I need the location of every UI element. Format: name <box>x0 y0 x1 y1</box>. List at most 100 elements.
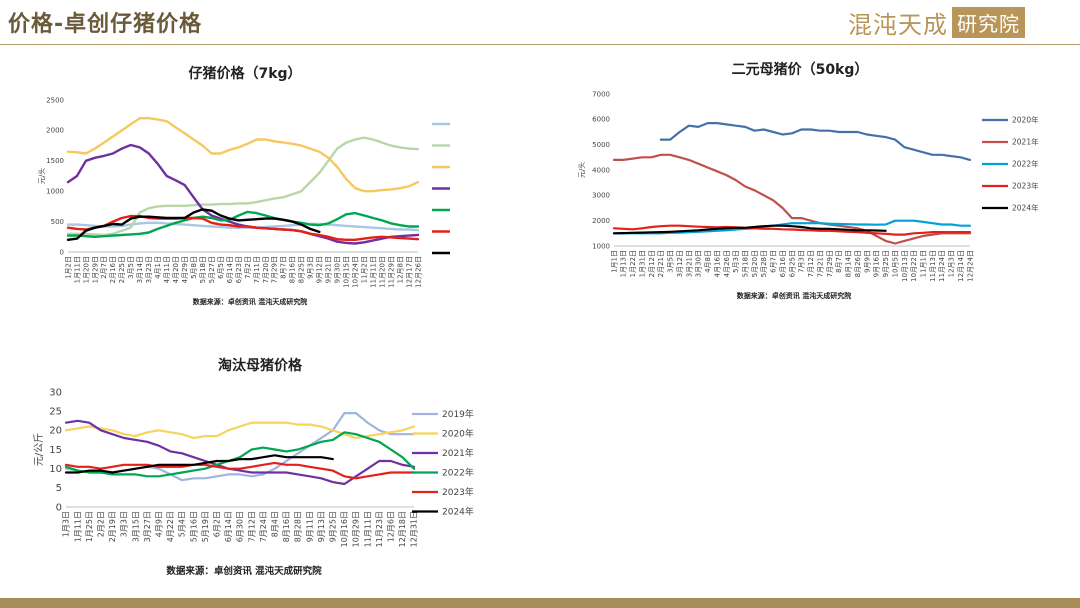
x-tick-label: 11月2日 <box>360 256 368 283</box>
x-tick-label: 3月23日 <box>145 256 153 283</box>
legend-label: 2019年 <box>442 408 474 420</box>
x-tick-label: 3月27日 <box>143 511 152 542</box>
x-tick-label: 5月18日 <box>199 256 207 283</box>
x-tick-label: 4月11日 <box>163 256 171 283</box>
y-tick-label: 2000 <box>46 127 64 135</box>
x-tick-label: 5月4日 <box>178 511 187 537</box>
x-tick-label: 5月20日 <box>751 250 759 277</box>
x-tick-label: 8月16日 <box>282 511 291 542</box>
x-tick-label: 7月3日 <box>798 250 806 273</box>
legend-label: 2024年 <box>442 506 474 518</box>
x-tick-label: 1月31日 <box>638 250 646 277</box>
data-source-note: 数据来源：卓创资讯 混沌天成研究院 <box>165 565 322 577</box>
header-divider <box>0 44 1080 45</box>
x-tick-label: 3月5日 <box>127 256 135 279</box>
x-tick-label: 4月8日 <box>704 250 712 273</box>
x-tick-label: 8月4日 <box>270 511 279 537</box>
y-tick-label: 2500 <box>46 96 64 104</box>
cull-sow-price-chart: 淘汰母猪价格 元/公斤 0 5 10 15 20 25 30 1月3日 1月11日 1月25日 2月2日… <box>28 350 478 590</box>
piglet-chart-svg: 仔猪价格（7kg） 元/头 0 500 1000 1500 2000 2500 1月2日 1月11… <box>37 65 450 306</box>
footer-bar <box>0 598 1080 608</box>
x-tick-label: 4月26日 <box>723 250 731 277</box>
logo-box-text: 研究院 <box>952 6 1025 38</box>
y-tick-label: 1000 <box>592 242 610 250</box>
x-tick-label: 6月7日 <box>770 250 778 273</box>
x-tick-label: 12月31日 <box>410 511 419 547</box>
x-tick-label: 9月11日 <box>305 511 314 542</box>
legend-label: 2020年 <box>1012 115 1039 125</box>
y-tick-label: 15 <box>49 445 62 456</box>
x-tick-label: 2月16日 <box>109 256 117 283</box>
x-tick-label: 4月20日 <box>172 256 180 283</box>
x-tick-label: 2月12日 <box>648 250 656 277</box>
x-tick-label: 1月29日 <box>91 256 99 283</box>
data-source-note: 数据来源：卓创资讯 混沌天成研究院 <box>193 297 307 306</box>
x-tick-label: 8月25日 <box>298 256 306 283</box>
x-tick-label: 12月8日 <box>396 256 404 283</box>
series-line-2022年 <box>64 431 416 478</box>
x-tick-label: 10月29日 <box>352 511 361 547</box>
x-tick-label: 7月12日 <box>807 250 815 277</box>
x-tick-label: 9月25日 <box>882 250 890 277</box>
x-tick-label: 10月15日 <box>343 256 351 288</box>
chart-title: 仔猪价格（7kg） <box>188 65 301 82</box>
x-tick-label: 5月19日 <box>201 511 210 542</box>
x-tick-label: 7月2日 <box>244 256 252 279</box>
x-tick-label: 12月14日 <box>957 250 965 282</box>
x-tick-label: 3月30日 <box>695 250 703 277</box>
x-tick-label: 4月22日 <box>166 511 175 542</box>
series-line-2020年 <box>64 421 416 440</box>
x-tick-label: 7月12日 <box>247 511 256 542</box>
sow-chart-svg: 二元母猪价（50kg） 元/头 1000 2000 3000 4000 5000 6000 70… <box>577 61 1039 300</box>
series-line-2021年 <box>612 153 972 245</box>
x-tick-label: 12月17日 <box>405 256 413 288</box>
x-tick-label: 1月2日 <box>64 256 72 279</box>
y-tick-label: 2000 <box>592 217 610 225</box>
y-tick-label: 1500 <box>46 157 64 165</box>
x-tick-label: 12月24日 <box>966 250 974 282</box>
y-tick-label: 1000 <box>46 188 64 196</box>
x-tick-label: 3月14日 <box>136 256 144 283</box>
x-tick-label: 3月3日 <box>120 511 129 537</box>
x-tick-label: 11月13日 <box>929 250 937 282</box>
x-tick-label: 6月16日 <box>779 250 787 277</box>
y-tick-label: 7000 <box>592 90 610 98</box>
x-tick-label: 11月29日 <box>387 256 395 288</box>
x-tick-label: 6月14日 <box>224 511 233 542</box>
x-tick-label: 5月16日 <box>189 511 198 542</box>
y-axis-label: 元/头 <box>37 168 46 184</box>
x-tick-label: 12月6日 <box>386 511 395 542</box>
x-tick-label: 10月13日 <box>901 250 909 282</box>
x-tick-label: 3月21日 <box>685 250 693 277</box>
x-tick-label: 4月1日 <box>154 256 162 279</box>
sow-price-chart: 二元母猪价（50kg） 元/头 1000 2000 3000 4000 5000 6000 70… <box>560 52 1060 312</box>
legend-label: 2022年 <box>442 467 474 479</box>
series-line-2024年 <box>64 454 334 474</box>
x-tick-label: 9月21日 <box>325 256 333 283</box>
page-header: 价格-卓创仔猪价格 混沌天成 研究院 <box>0 0 1080 44</box>
x-tick-label: 3月12日 <box>676 250 684 277</box>
series-line-2019年 <box>66 136 420 237</box>
x-tick-label: 1月11日 <box>73 511 82 542</box>
x-tick-label: 11月23日 <box>375 511 384 547</box>
x-tick-label: 2月21日 <box>657 250 665 277</box>
company-logo: 混沌天成 研究院 <box>848 6 1025 39</box>
legend-label: 2021年 <box>442 447 474 459</box>
x-tick-label: 1月11日 <box>73 256 81 283</box>
series-line-2023年 <box>612 224 972 236</box>
x-tick-label: 6月25日 <box>788 250 796 277</box>
x-tick-label: 12月18日 <box>398 511 407 547</box>
y-axis-label: 元/公斤 <box>33 433 45 466</box>
y-axis-label: 元/头 <box>577 162 586 178</box>
x-tick-label: 9月12日 <box>316 256 324 283</box>
y-tick-label: 0 <box>60 248 64 256</box>
legend-label: 2020年 <box>442 428 474 440</box>
x-tick-label: 5月18日 <box>741 250 749 277</box>
x-tick-label: 6月14日 <box>226 256 234 283</box>
y-tick-label: 30 <box>49 387 62 398</box>
x-tick-label: 7月24日 <box>259 511 268 542</box>
x-tick-label: 3月5日 <box>667 250 675 273</box>
x-tick-label: 8月7日 <box>280 256 288 279</box>
x-tick-label: 9月3日 <box>307 256 315 279</box>
